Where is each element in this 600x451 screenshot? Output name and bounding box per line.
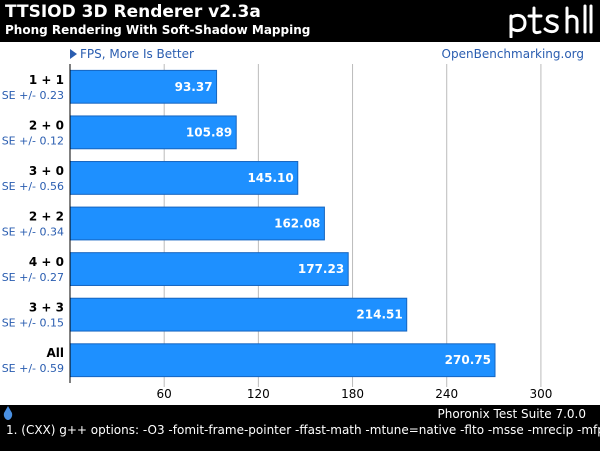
bar-value-label: 270.75: [445, 353, 491, 367]
error-label: SE +/- 0.23: [2, 89, 64, 102]
error-label: SE +/- 0.27: [2, 271, 64, 284]
category-label: 2 + 2: [29, 210, 64, 224]
bar-value-label: 105.89: [186, 125, 232, 139]
watermark: OpenBenchmarking.org: [442, 47, 584, 61]
bar: [69, 161, 299, 195]
error-label: SE +/- 0.56: [2, 180, 64, 193]
error-label: SE +/- 0.34: [2, 226, 64, 239]
bar: [69, 343, 496, 378]
category-label: 3 + 3: [29, 301, 64, 315]
x-axis-ticks: 60 120 180 240 300: [157, 387, 553, 401]
x-tick-label: 180: [341, 387, 364, 401]
bar-value-label: 177.23: [298, 262, 344, 276]
category-label: 2 + 0: [29, 118, 64, 132]
bar: [69, 69, 218, 104]
x-tick-label: 300: [529, 387, 552, 401]
chart-title: TTSIOD 3D Renderer v2.3a: [5, 2, 261, 22]
x-tick-label: 120: [247, 387, 270, 401]
bar: [69, 297, 408, 332]
bars: 93.37 105.89 145.10 162.08 177.23 214.51 270.7…: [69, 69, 496, 378]
bar-chart: FPS, More Is Better OpenBenchmarking.org…: [2, 47, 584, 401]
bar-value-label: 93.37: [175, 80, 213, 94]
error-label: SE +/- 0.59: [2, 362, 64, 375]
category-labels: 1 + 1 SE +/- 0.23 2 + 0 SE +/- 0.12 3 + 0 SE …: [2, 73, 64, 375]
footer-note: 1. (CXX) g++ options: -O3 -fomit-frame-p…: [6, 423, 600, 437]
x-tick-label: 240: [435, 387, 458, 401]
bar-value-label: 162.08: [274, 217, 320, 231]
pts-drop-icon: [3, 406, 13, 420]
category-label: 4 + 0: [29, 255, 64, 269]
category-label: 1 + 1: [29, 73, 64, 87]
pts-logo: ptsh: [509, 4, 593, 38]
error-label: SE +/- 0.15: [2, 317, 64, 330]
direction-label: FPS, More Is Better: [80, 47, 194, 61]
footer-bar: Phoronix Test Suite 7.0.0 1. (CXX) g++ o…: [0, 405, 600, 451]
bar: [69, 115, 237, 150]
direction-arrow-icon: [70, 49, 77, 59]
bar-value-label: 214.51: [356, 308, 402, 322]
header-bar: TTSIOD 3D Renderer v2.3a Phong Rendering…: [0, 0, 600, 42]
footer-suite: Phoronix Test Suite 7.0.0: [437, 407, 587, 421]
category-label: 3 + 0: [29, 164, 64, 178]
error-label: SE +/- 0.12: [2, 134, 64, 147]
category-label: All: [46, 346, 64, 360]
x-tick-label: 60: [157, 387, 172, 401]
chart-subtitle: Phong Rendering With Soft-Shadow Mapping: [5, 23, 311, 37]
bar-value-label: 145.10: [247, 171, 293, 185]
